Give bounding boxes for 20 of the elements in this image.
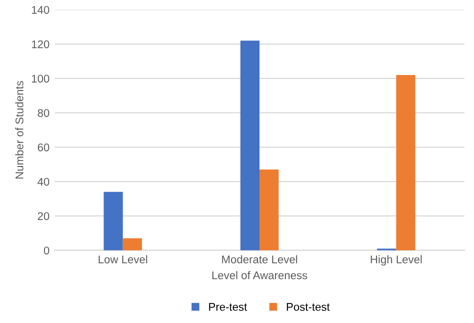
y-axis-title: Number of Students: [15, 80, 24, 178]
y-tick-label: 40: [38, 178, 50, 186]
x-tick-label: High Level: [370, 255, 422, 266]
bar: [260, 170, 279, 250]
y-tick-label: 20: [38, 212, 50, 220]
x-tick-label: Moderate Level: [222, 255, 298, 264]
y-tick-label: 140: [32, 6, 50, 14]
x-axis-title: Level of Awareness: [212, 271, 308, 280]
bar: [396, 75, 416, 250]
legend-label: Post-test: [286, 303, 330, 311]
y-tick-label: 100: [32, 74, 50, 83]
y-tick-label: 60: [38, 143, 50, 152]
bar: [240, 40, 260, 250]
bar: [104, 192, 123, 250]
y-tick-label: 0: [44, 246, 50, 254]
y-tick-label: 80: [38, 109, 50, 117]
bar: [122, 238, 142, 250]
legend-label: Pre-test: [209, 303, 248, 311]
y-tick-label: 120: [32, 40, 50, 48]
x-tick-label: Low Level: [98, 255, 148, 264]
